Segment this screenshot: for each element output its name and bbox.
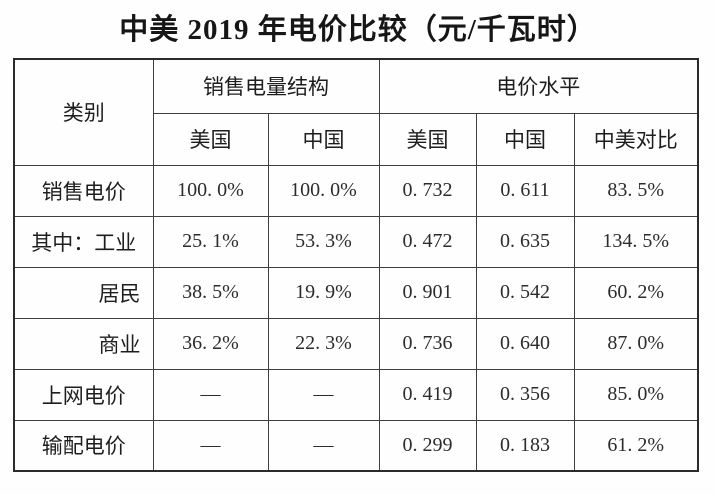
table-row-transmission-distribution-price: 输配电价 –– –– 0. 299 0. 183 61. 2% <box>13 419 699 472</box>
cell: 0. 611 <box>475 164 575 217</box>
cell: –– <box>267 419 380 472</box>
cell: 22. 3% <box>267 317 380 370</box>
table-row-industry: 其中：工业 25. 1% 53. 3% 0. 472 0. 635 134. 5… <box>13 215 699 268</box>
row-label: 商业 <box>13 317 154 370</box>
header-group-row: 类别 销售电量结构 电价水平 <box>13 58 699 166</box>
header-sub-price-china: 中国 <box>475 112 575 166</box>
cell: 87. 0% <box>573 317 699 370</box>
header-sub-price-us: 美国 <box>378 112 477 166</box>
cell: –– <box>267 368 380 421</box>
cell: 60. 2% <box>573 266 699 319</box>
cell: 0. 736 <box>378 317 477 370</box>
row-label: 销售电价 <box>13 164 154 217</box>
cell: 53. 3% <box>267 215 380 268</box>
header-group-sales-volume-structure: 销售电量结构 <box>152 58 380 114</box>
cell: 85. 0% <box>573 368 699 421</box>
table-row-residential: 居民 38. 5% 19. 9% 0. 901 0. 542 60. 2% <box>13 266 699 319</box>
row-label: 其中：工业 <box>13 215 154 268</box>
header-sub-us-china-ratio: 中美对比 <box>573 112 699 166</box>
row-label: 输配电价 <box>13 419 154 472</box>
table-row-grid-purchase-price: 上网电价 –– –– 0. 419 0. 356 85. 0% <box>13 368 699 421</box>
cell: 0. 542 <box>475 266 575 319</box>
price-comparison-table: 类别 销售电量结构 电价水平 美国 中国 美国 中国 中美对比 销售电价 100… <box>13 58 699 472</box>
cell: 36. 2% <box>152 317 269 370</box>
row-label: 居民 <box>13 266 154 319</box>
header-sub-structure-us: 美国 <box>152 112 269 166</box>
cell: 0. 183 <box>475 419 575 472</box>
cell: –– <box>152 368 269 421</box>
cell: 61. 2% <box>573 419 699 472</box>
cell: 0. 901 <box>378 266 477 319</box>
cell: 38. 5% <box>152 266 269 319</box>
cell: –– <box>152 419 269 472</box>
table-row-sales-price: 销售电价 100. 0% 100. 0% 0. 732 0. 611 83. 5… <box>13 164 699 217</box>
cell: 100. 0% <box>152 164 269 217</box>
table-row-commercial: 商业 36. 2% 22. 3% 0. 736 0. 640 87. 0% <box>13 317 699 370</box>
header-group-price-level: 电价水平 <box>378 58 699 114</box>
cell: 0. 472 <box>378 215 477 268</box>
cell: 83. 5% <box>573 164 699 217</box>
cell: 134. 5% <box>573 215 699 268</box>
cell: 100. 0% <box>267 164 380 217</box>
cell: 0. 299 <box>378 419 477 472</box>
cell: 0. 640 <box>475 317 575 370</box>
cell: 0. 635 <box>475 215 575 268</box>
header-sub-structure-china: 中国 <box>267 112 380 166</box>
page-title: 中美 2019 年电价比较（元/千瓦时） <box>119 14 597 46</box>
cell: 0. 419 <box>378 368 477 421</box>
cell: 0. 356 <box>475 368 575 421</box>
cell: 0. 732 <box>378 164 477 217</box>
cell: 19. 9% <box>267 266 380 319</box>
row-label: 上网电价 <box>13 368 154 421</box>
header-category: 类别 <box>13 58 154 166</box>
cell: 25. 1% <box>152 215 269 268</box>
